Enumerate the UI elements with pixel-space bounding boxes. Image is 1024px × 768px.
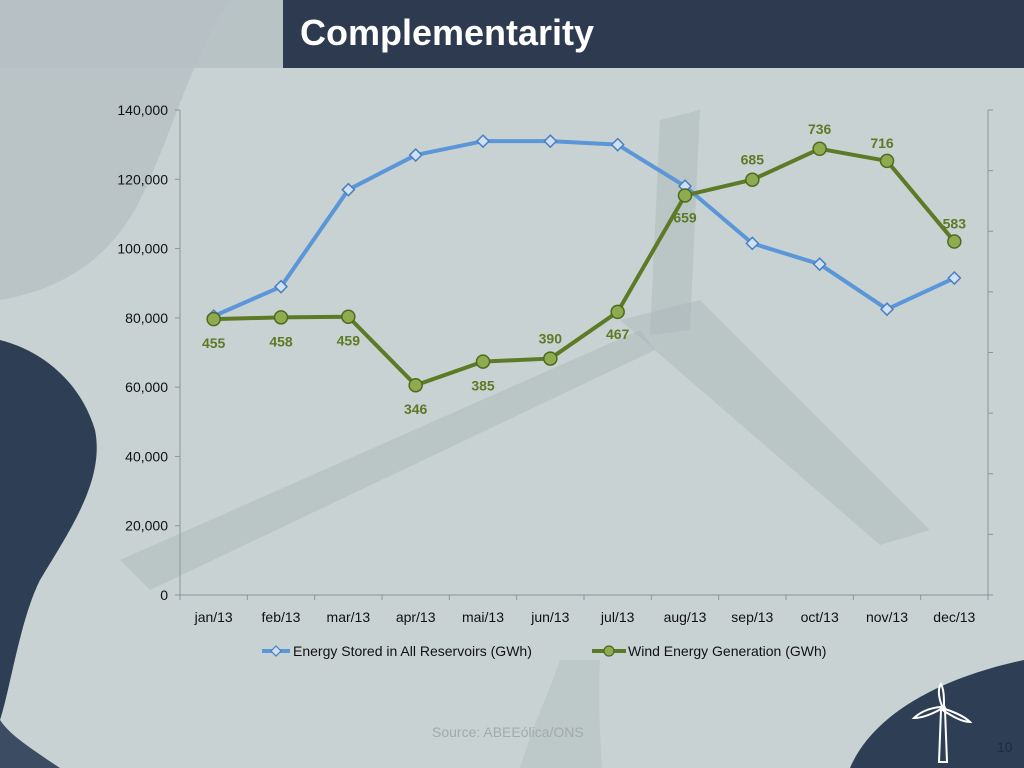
wind-data-label: 385 [471,378,495,394]
wind-point [273,310,289,325]
x-tick-label: feb/13 [262,609,301,625]
wind-point [745,172,760,187]
y-tick-label: 40,000 [125,448,168,464]
wind-data-label: 583 [943,216,967,232]
wind-data-label: 736 [808,121,832,137]
slide-title: Complementarity [300,12,595,53]
legend-reservoir-marker [270,645,282,657]
x-tick-label: oct/13 [801,609,839,625]
wind-point [677,188,693,203]
wind-point [206,311,221,327]
title-bar [283,0,1024,68]
wind-point [812,141,827,157]
x-tick-label: mar/13 [327,609,371,625]
reservoir-point [947,270,962,286]
wind-data-label: 467 [606,326,630,342]
wind-point [947,234,962,249]
y-tick-label: 140,000 [117,102,168,118]
x-tick-label: jul/13 [600,609,635,625]
wind-data-label: 459 [337,333,361,349]
wind-data-label: 659 [673,209,697,225]
legend-wind-label: Wind Energy Generation (GWh) [628,643,826,659]
reservoir-point [543,134,558,149]
y-tick-label: 0 [160,587,168,603]
legend-reservoir-label: Energy Stored in All Reservoirs (GWh) [293,643,532,659]
y-tick-label: 120,000 [117,171,168,187]
reservoir-point [745,236,760,251]
reservoir-point [341,182,356,197]
reservoir-series-line [212,139,956,318]
wind-point [543,351,558,366]
y-tick-label: 20,000 [125,518,168,534]
x-tick-label: jan/13 [194,609,233,625]
wind-series-line [213,146,956,388]
reservoir-point [610,137,625,152]
x-tick-label: mai/13 [462,609,504,625]
x-tick-label: jun/13 [530,609,569,625]
wind-data-label: 455 [202,335,226,351]
reservoir-point [879,302,895,317]
reservoir-point [273,279,289,294]
reservoir-point [812,257,827,272]
wind-point [610,304,625,320]
wind-point [341,309,356,324]
legend-wind-marker [603,645,615,657]
x-tick-label: dec/13 [933,609,975,625]
x-tick-label: aug/13 [664,609,707,625]
source-note: Source: ABEEólica/ONS [432,724,584,740]
y-tick-label: 60,000 [125,379,168,395]
wind-data-label: 685 [741,152,765,168]
x-tick-label: sep/13 [731,609,773,625]
wind-data-label: 716 [870,135,894,151]
wind-data-label: 346 [404,401,428,417]
reservoir-point [408,147,423,163]
wind-point [879,153,895,169]
wind-data-label: 390 [539,331,563,347]
y-tick-label: 100,000 [117,241,168,257]
reservoir-point [475,134,491,149]
x-tick-label: nov/13 [866,609,908,625]
page-number: 10 [997,739,1013,755]
wind-data-label: 458 [269,333,293,349]
wind-point [475,354,491,369]
x-tick-label: apr/13 [396,609,436,625]
y-tick-label: 80,000 [125,310,168,326]
wind-turbine-icon [911,682,973,763]
wind-point [408,377,423,393]
